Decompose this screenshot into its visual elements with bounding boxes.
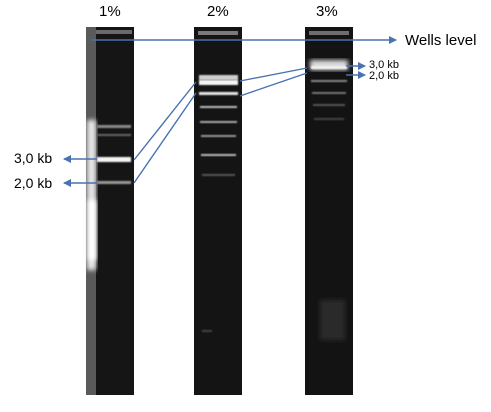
connector-2kb-lane2-lane3 <box>239 72 308 97</box>
lane-1-label: 1% <box>99 3 121 20</box>
wells-level-label: Wells level <box>405 32 477 49</box>
lane-1-smear-glow <box>87 120 96 270</box>
marker-3kb-small-label: 3,0 kb <box>369 59 399 71</box>
lane-2-band-top <box>199 75 238 80</box>
lane-2-gel <box>194 27 242 395</box>
lane-1-band-3kb <box>97 157 131 162</box>
marker-3kb-label: 3,0 kb <box>14 150 53 166</box>
lane-2-label: 2% <box>207 3 229 20</box>
lane-3-smear <box>320 300 345 340</box>
lane-3-band-6 <box>314 118 344 120</box>
lane-3-well <box>309 31 349 35</box>
lane-3-label: 3% <box>316 3 338 20</box>
lane-1-well <box>96 30 132 34</box>
connector-3kb-lane1-lane2 <box>133 81 197 161</box>
lane-2-band-4 <box>200 106 237 108</box>
lane-3-band-top <box>310 60 348 70</box>
lane-2-band-3kb <box>199 80 238 85</box>
lane-3-band-3 <box>311 80 347 82</box>
lane-2-well <box>198 31 238 35</box>
lane-2-band-6 <box>201 135 236 137</box>
connector-3kb-lane2-lane3 <box>239 67 308 82</box>
lane-1-band-2kb <box>97 181 131 184</box>
lane-2-band-7 <box>201 154 236 156</box>
lane-1-gel <box>86 27 134 395</box>
connector-2kb-lane1-lane2 <box>133 92 197 184</box>
lane-1-band-faint <box>97 125 131 128</box>
lane-2-band-5 <box>200 121 237 123</box>
lane-1-smear-bright <box>88 200 96 260</box>
lane-3-band-5 <box>313 104 345 106</box>
lane-3-band-3kb <box>311 66 347 69</box>
marker-2kb-small-label: 2,0 kb <box>369 70 399 82</box>
lane-1-band-faint-2 <box>97 134 131 136</box>
lane-2-band-8 <box>202 174 235 176</box>
lane-2-band-9 <box>202 330 212 332</box>
lane-3-band-4 <box>312 92 346 94</box>
lane-2-band-2kb <box>199 92 238 95</box>
marker-2kb-label: 2,0 kb <box>14 175 53 191</box>
lane-3-gel <box>305 27 353 395</box>
lane-2-background <box>194 27 242 395</box>
